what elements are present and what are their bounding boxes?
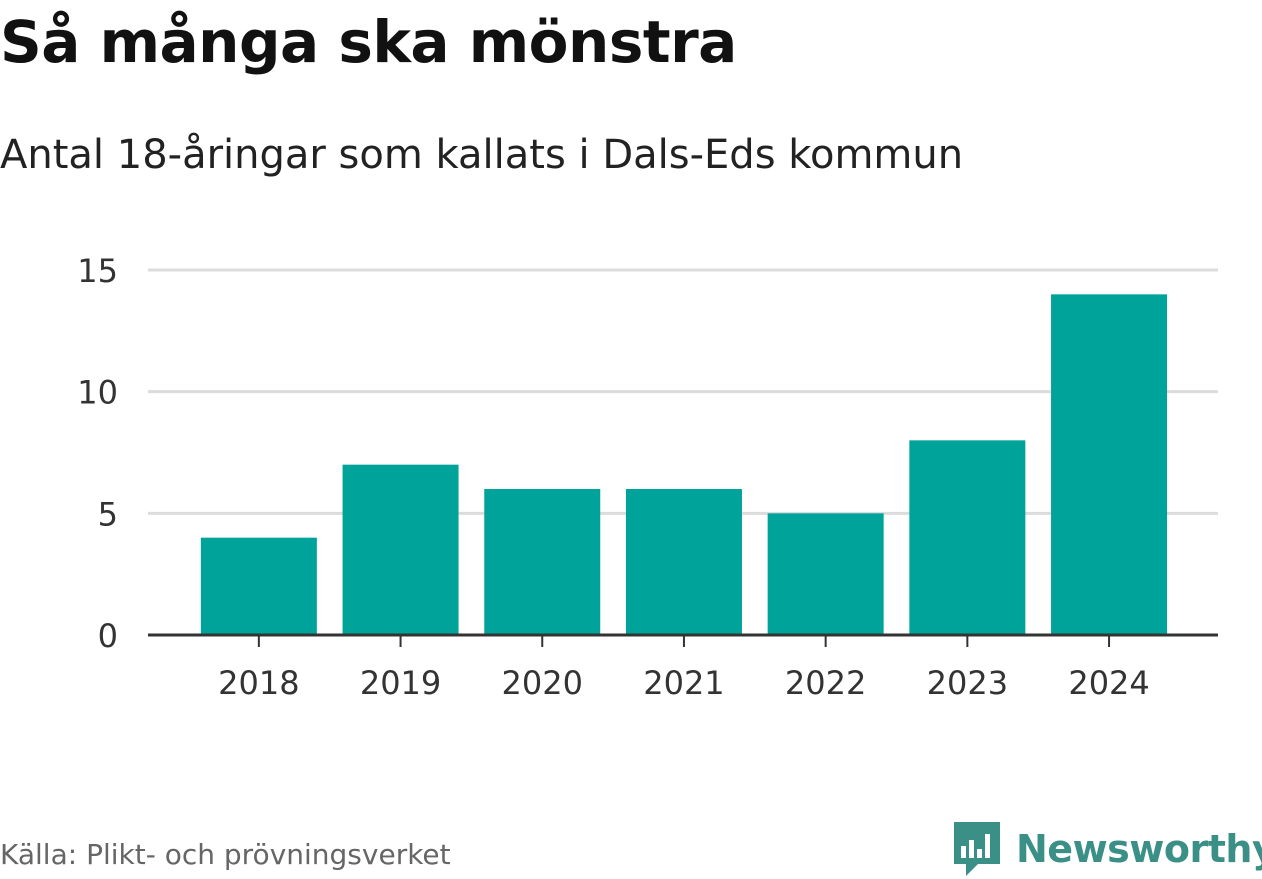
bar-2020 (484, 489, 601, 635)
chart-subtitle: Antal 18-åringar som kallats i Dals-Eds … (0, 132, 964, 178)
x-tick-label: 2020 (502, 664, 583, 702)
bar-2019 (342, 464, 459, 635)
source-note: Källa: Plikt- och prövningsverket (0, 838, 451, 871)
x-tick-label: 2022 (785, 664, 866, 702)
x-tick-label: 2023 (927, 664, 1008, 702)
x-tick-label: 2024 (1068, 664, 1149, 702)
bar-2021 (625, 489, 742, 635)
y-tick-label: 5 (98, 495, 118, 533)
bars (200, 294, 1168, 635)
x-tick-label: 2019 (360, 664, 441, 702)
x-axis: 2018 2019 2020 2021 2022 2023 2024 (148, 633, 1218, 702)
x-tick-label: 2018 (218, 664, 299, 702)
y-tick-label: 15 (77, 252, 118, 290)
brand-name: Newsworthy (1016, 827, 1262, 871)
brand-logo: Newsworthy (952, 820, 1262, 878)
chart-title: Så många ska mönstra (0, 8, 737, 76)
bar-2023 (909, 440, 1026, 635)
bar-chart-bubble-icon (954, 822, 1000, 876)
y-tick-label: 0 (98, 617, 118, 655)
bar-2022 (767, 513, 884, 635)
y-axis-ticks: 0 5 10 15 (77, 252, 118, 655)
y-tick-label: 10 (77, 374, 118, 412)
x-tick-label: 2021 (643, 664, 724, 702)
bar-2024 (1051, 294, 1168, 635)
bar-2018 (200, 537, 317, 635)
